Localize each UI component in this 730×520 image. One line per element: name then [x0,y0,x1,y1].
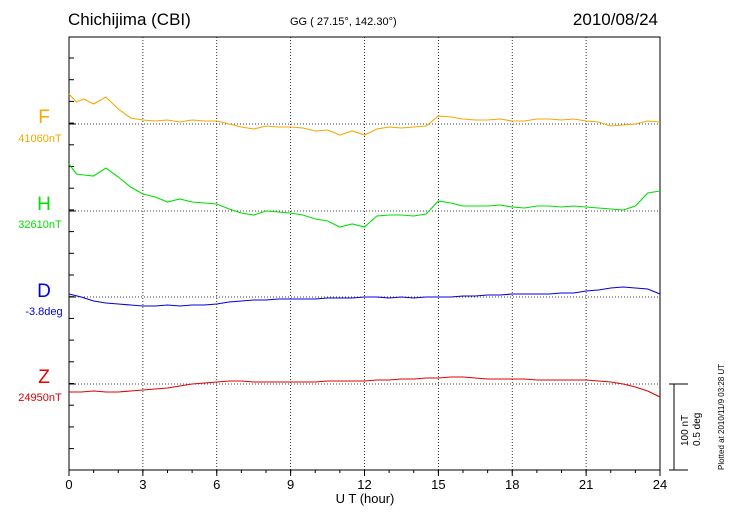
x-tick-label: 3 [139,477,146,492]
scale-label-deg: 0.5 deg [692,412,703,446]
baseline-label-z: 24950nT [18,392,62,404]
baseline-label-h: 32610nT [18,219,62,231]
baseline-label-d: -3.8deg [25,306,63,318]
baseline-label-f: 41060nT [18,133,62,145]
x-axis-label: U T (hour) [335,491,395,506]
series-line-d [68,286,661,307]
x-tick-label: 15 [431,477,445,492]
x-tick-label: 18 [505,477,519,492]
series-label-h: H [37,194,51,215]
series-line-f [68,93,661,136]
scale-label-nt: 100 nT [680,414,691,446]
x-tick-label: 9 [287,477,294,492]
x-tick-label: 6 [213,477,220,492]
x-tick-label: 24 [653,477,667,492]
series-label-d: D [37,281,51,302]
station-title: Chichijima (CBI) [68,10,191,29]
series-label-f: F [38,107,50,128]
series-line-z [69,376,661,398]
plotted-timestamp: Plotted at 2010/11/9 03:28 UT [717,363,726,470]
observation-date: 2010/08/24 [572,10,658,29]
station-coordinates: GG ( 27.15°, 142.30°) [290,16,397,28]
x-tick-label: 12 [357,477,371,492]
x-tick-label: 21 [579,477,593,492]
x-tick-label: 0 [65,477,72,492]
series-line-h [68,163,661,228]
series-label-z: Z [38,367,50,388]
